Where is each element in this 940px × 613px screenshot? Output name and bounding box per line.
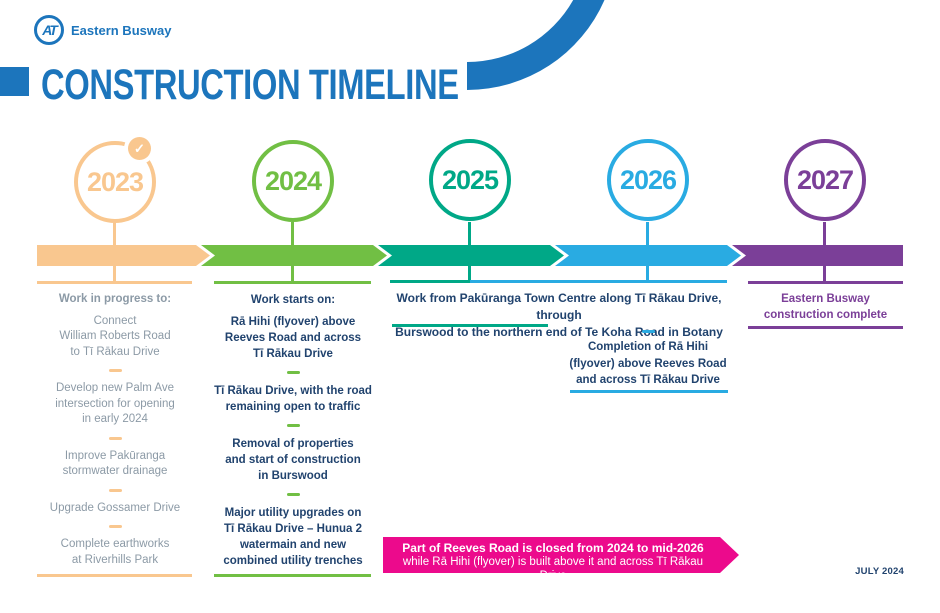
column-2026: Completion of Rā Hihi (flyover) above Re… — [558, 339, 738, 389]
column-2027: Eastern Busway construction complete — [748, 291, 903, 323]
rule-2024-bottom — [214, 574, 371, 577]
year-circle-2023: 2023 — [74, 141, 156, 223]
column-2024-item: Tī Rākau Drive, with the road remaining … — [214, 385, 372, 413]
column-2024: Work starts on: Rā Hihi (flyover) above … — [206, 292, 380, 569]
arrow-segment-2023 — [37, 245, 210, 266]
year-label-2025: 2025 — [441, 164, 499, 195]
column-2027-text: Eastern Busway construction complete — [763, 293, 888, 321]
rule-2027-top — [748, 281, 903, 284]
year-circle-2027: 2027 — [784, 139, 866, 221]
timeline-arrow-band — [37, 245, 903, 266]
arrow-segment-2024 — [201, 245, 387, 266]
dash-separator — [108, 436, 122, 440]
column-2023-item: Connect William Roberts Road to Tī Rākau… — [59, 314, 171, 358]
year-circle-2026: 2026 — [607, 139, 689, 221]
column-2026-text: Completion of Rā Hihi (flyover) above Re… — [569, 341, 727, 386]
arrow-segment-2025 — [378, 245, 564, 266]
column-2024-item: Removal of properties and start of const… — [225, 438, 361, 482]
rule-2025-underline — [392, 324, 548, 327]
year-circle-2024: 2024 — [252, 140, 334, 222]
column-2024-heading: Work starts on: — [250, 294, 336, 306]
rule-2027-bottom — [748, 326, 903, 329]
dash-separator — [286, 371, 300, 374]
publication-date: JULY 2024 — [855, 566, 904, 577]
column-2025-text: Work from Pakūranga Town Centre along Tī… — [395, 291, 723, 339]
rule-2023-top — [37, 281, 192, 284]
page-title: CONSTRUCTION TIMELINE — [41, 60, 459, 108]
banner-line1: Part of Reeves Road is closed from 2024 … — [402, 541, 704, 555]
column-2024-item: Rā Hihi (flyover) above Reeves Road and … — [224, 316, 362, 360]
column-2023-item: Upgrade Gossamer Drive — [49, 501, 181, 514]
rule-2025-top-teal — [390, 280, 470, 283]
column-2023-item: Improve Pakūranga stormwater drainage — [62, 449, 168, 478]
rule-2023-bottom — [37, 574, 192, 577]
banner-line2: while Rā Hihi (flyover) is built above i… — [402, 556, 704, 582]
year-label-2024: 2024 — [264, 165, 322, 196]
column-2023: Work in progress to: Connect William Rob… — [32, 292, 198, 568]
arrow-segment-2026 — [555, 245, 741, 266]
eastern-busway-logo: AT Eastern Busway — [34, 15, 171, 45]
dash-separator — [108, 369, 122, 372]
column-2025: Work from Pakūranga Town Centre along Tī… — [384, 290, 734, 341]
rule-2024-top — [214, 281, 371, 284]
rule-2025-top-cyan — [470, 280, 727, 283]
arrow-segment-2027 — [732, 245, 903, 266]
year-label-2026: 2026 — [619, 164, 677, 195]
rule-2026-underline — [570, 390, 728, 393]
year-label-2027: 2027 — [796, 164, 854, 195]
title-left-band — [0, 67, 29, 96]
dash-separator — [642, 330, 655, 333]
column-2024-item: Major utility upgrades on Tī Rākau Drive… — [223, 507, 363, 567]
column-2023-item: Develop new Palm Ave intersection for op… — [55, 382, 175, 425]
completed-badge: ✓ — [128, 137, 151, 160]
brand-label: Eastern Busway — [71, 22, 172, 38]
dash-separator — [286, 493, 300, 496]
year-label-2023: 2023 — [86, 166, 144, 197]
dash-separator — [286, 424, 300, 427]
dash-separator — [108, 525, 122, 528]
year-circle-2025: 2025 — [429, 139, 511, 221]
check-icon: ✓ — [134, 140, 145, 156]
column-2023-item: Complete earthworks at Riverhills Park — [60, 538, 170, 566]
road-closure-banner: Part of Reeves Road is closed from 2024 … — [383, 537, 739, 573]
at-logo-icon: AT — [34, 15, 64, 45]
column-2023-heading: Work in progress to: — [58, 293, 172, 305]
dash-separator — [108, 488, 122, 492]
